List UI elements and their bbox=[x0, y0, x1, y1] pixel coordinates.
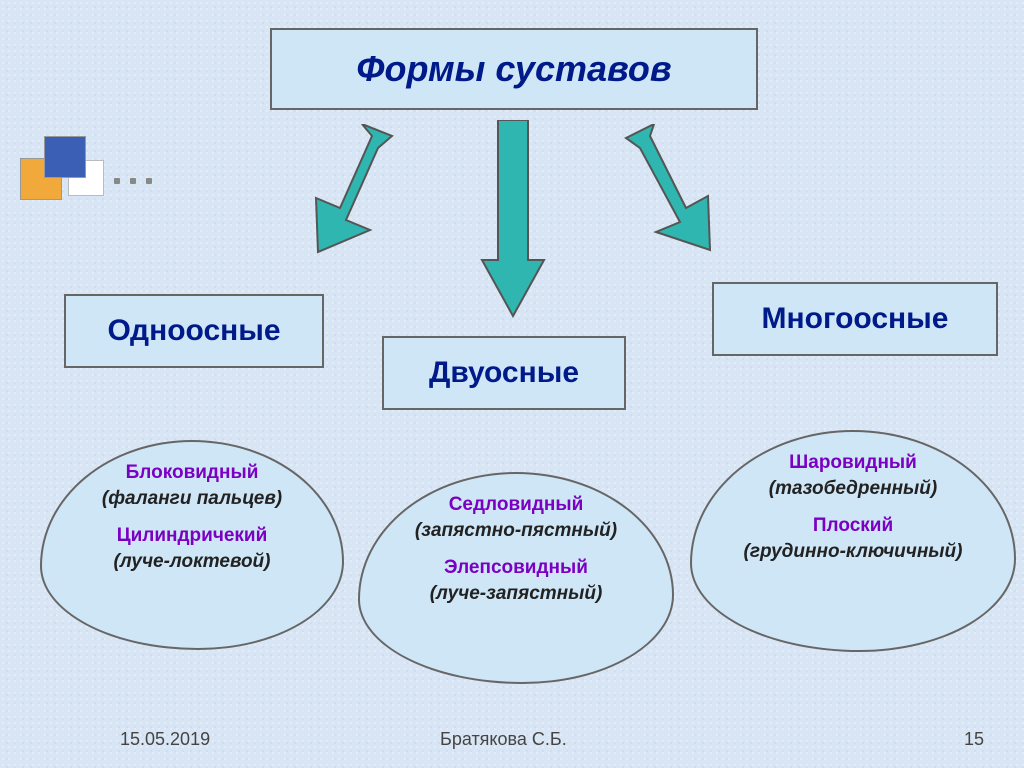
cloud-line: (луче-запястный) bbox=[370, 581, 662, 607]
cloud-line: (тазобедренный) bbox=[702, 476, 1004, 502]
cloud-0: Блоковидный (фаланги пальцев) Цилиндриче… bbox=[40, 440, 344, 650]
cloud-line: (луче-локтевой) bbox=[52, 549, 332, 575]
cloud-line: Цилиндричекий bbox=[52, 523, 332, 549]
slide-logo bbox=[20, 130, 110, 220]
category-box-0: Одноосные bbox=[64, 294, 324, 368]
title-text: Формы суставов bbox=[356, 48, 671, 90]
arrow-mid bbox=[478, 120, 548, 320]
category-label: Одноосные bbox=[107, 314, 280, 348]
title-box: Формы суставов bbox=[270, 28, 758, 110]
footer-author: Братякова С.Б. bbox=[440, 729, 567, 750]
cloud-2: Шаровидный (тазобедренный) Плоский (груд… bbox=[690, 430, 1016, 652]
cloud-1: Седловидный (запястно-пястный) Элепсовид… bbox=[358, 472, 674, 684]
category-box-2: Многоосные bbox=[712, 282, 998, 356]
cloud-line: (запястно-пястный) bbox=[370, 518, 662, 544]
cloud-line: (грудинно-ключичный) bbox=[702, 539, 1004, 565]
cloud-line: Плоский bbox=[702, 513, 1004, 539]
cloud-line: Седловидный bbox=[370, 492, 662, 518]
arrow-right bbox=[620, 124, 720, 264]
footer-date: 15.05.2019 bbox=[120, 729, 210, 750]
category-box-1: Двуосные bbox=[382, 336, 626, 410]
cloud-line: (фаланги пальцев) bbox=[52, 486, 332, 512]
cloud-line: Элепсовидный bbox=[370, 555, 662, 581]
footer-page: 15 bbox=[964, 729, 984, 750]
category-label: Двуосные bbox=[429, 356, 579, 390]
cloud-line: Блоковидный bbox=[52, 460, 332, 486]
slide: Формы суставов Одноосные Двуосные Многоо… bbox=[0, 0, 1024, 768]
category-label: Многоосные bbox=[762, 302, 949, 336]
cloud-line: Шаровидный bbox=[702, 450, 1004, 476]
arrow-left bbox=[312, 124, 402, 264]
